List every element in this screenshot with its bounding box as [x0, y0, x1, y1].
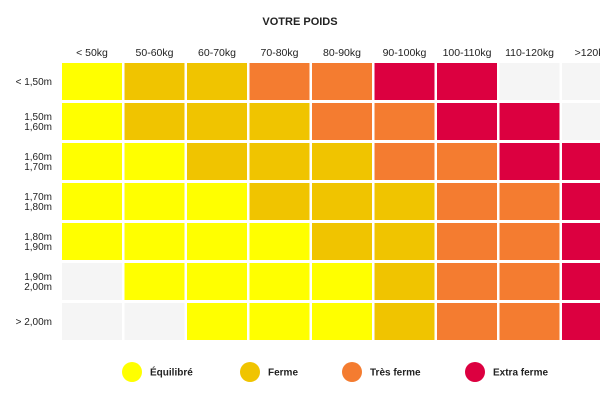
heatmap-cell [562, 143, 600, 180]
row-label: < 1,50m [16, 77, 52, 88]
heatmap-cell [312, 223, 372, 260]
column-label: < 50kg [76, 47, 108, 59]
heatmap-cell [249, 303, 310, 340]
row-label: 1,60m [24, 152, 52, 163]
heatmap-cell [249, 263, 310, 300]
heatmap-cell [562, 223, 600, 260]
row-label: > 2,00m [16, 317, 52, 328]
heatmap-cell [124, 263, 185, 300]
heatmap-cell [374, 263, 435, 300]
heatmap-cell [124, 223, 185, 260]
heatmap-cell [62, 263, 122, 300]
row-label: 1,80m [24, 202, 52, 213]
column-label: 90-100kg [383, 47, 427, 59]
heatmap-cell [499, 63, 560, 100]
heatmap-cell [62, 143, 122, 180]
column-label: 100-110kg [443, 47, 492, 59]
heatmap-cell [499, 143, 560, 180]
heatmap-cell [374, 183, 435, 220]
heatmap-cell [374, 143, 435, 180]
heatmap-cell [499, 263, 560, 300]
heatmap-cell [124, 183, 185, 220]
row-label: 1,70m [24, 192, 52, 203]
heatmap-cell [374, 103, 435, 140]
legend-label: Ferme [268, 368, 298, 379]
heatmap-cell [187, 263, 247, 300]
heatmap-cell [62, 183, 122, 220]
row-label: 1,90m [24, 242, 52, 253]
legend-label: Équilibré [150, 366, 193, 379]
heatmap-cell [437, 143, 497, 180]
heatmap-cell [187, 63, 247, 100]
chart-title: VOTRE POIDS [262, 16, 337, 28]
column-labels: < 50kg 50-60kg 60-70kg 70-80kg 80-90kg 90-100… [76, 47, 600, 59]
row-label: 1,70m [24, 162, 52, 173]
heatmap-cell [124, 303, 185, 340]
heatmap-cell [312, 103, 372, 140]
heatmap-cell [124, 143, 185, 180]
column-label: >120kg [575, 47, 600, 59]
column-label: 50-60kg [136, 47, 174, 59]
heatmap-cell [499, 103, 560, 140]
heatmap-cell [124, 63, 185, 100]
heatmap-cell [562, 263, 600, 300]
heatmap-cell [562, 63, 600, 100]
heatmap-cell [62, 303, 122, 340]
heatmap-cell [187, 183, 247, 220]
heatmap-cell [374, 63, 435, 100]
heatmap-cell [437, 303, 497, 340]
heatmap-cell [312, 263, 372, 300]
heatmap-cell [499, 303, 560, 340]
column-label: 110-120kg [505, 47, 554, 59]
heatmap-cell [62, 103, 122, 140]
row-label: 1,80m [24, 232, 52, 243]
heatmap-cell [437, 103, 497, 140]
heatmap-cell [62, 223, 122, 260]
heatmap-cell [312, 183, 372, 220]
heatmap-cell [124, 103, 185, 140]
heatmap-cell [562, 103, 600, 140]
legend-label: Extra ferme [493, 368, 548, 379]
heatmap-cell [249, 63, 310, 100]
heatmap-cell [312, 63, 372, 100]
legend-swatch [465, 362, 485, 382]
heatmap-cell [249, 143, 310, 180]
heatmap-cells [62, 63, 600, 340]
row-label: 1,60m [24, 122, 52, 133]
heatmap-cell [187, 103, 247, 140]
heatmap-cell [499, 183, 560, 220]
heatmap-cell [374, 223, 435, 260]
heatmap-cell [437, 63, 497, 100]
heatmap-cell [312, 143, 372, 180]
legend-swatch [240, 362, 260, 382]
heatmap-cell [437, 263, 497, 300]
heatmap-cell [249, 183, 310, 220]
row-label: 2,00m [24, 282, 52, 293]
legend-swatch [342, 362, 362, 382]
heatmap-cell [249, 103, 310, 140]
heatmap-cell [62, 63, 122, 100]
legend-swatch [122, 362, 142, 382]
column-label: 80-90kg [323, 47, 361, 59]
heatmap-cell [187, 303, 247, 340]
heatmap-cell [437, 223, 497, 260]
heatmap-cell [249, 223, 310, 260]
heatmap-cell [312, 303, 372, 340]
heatmap-cell [499, 223, 560, 260]
column-label: 70-80kg [261, 47, 299, 59]
legend-label: Très ferme [370, 368, 421, 379]
column-label: 60-70kg [198, 47, 236, 59]
heatmap-cell [187, 143, 247, 180]
heatmap-cell [562, 183, 600, 220]
heatmap-cell [187, 223, 247, 260]
heatmap-cell [437, 183, 497, 220]
row-labels: < 1,50m1,50m1,60m1,60m1,70m1,70m1,80m1,8… [16, 77, 52, 328]
legend: Équilibré Ferme Très ferme Extra ferme [122, 362, 548, 382]
heatmap-cell [562, 303, 600, 340]
row-label: 1,90m [24, 272, 52, 283]
row-label: 1,50m [24, 112, 52, 123]
heatmap-cell [374, 303, 435, 340]
